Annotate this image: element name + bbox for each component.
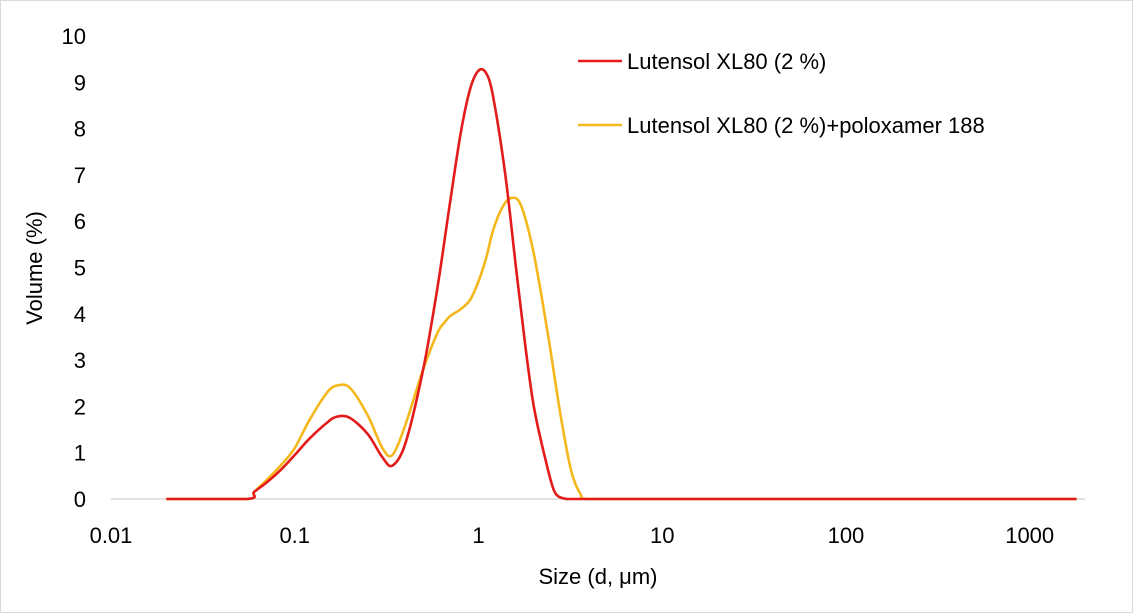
y-axis-title: Volume (%) xyxy=(22,211,47,325)
x-tick-label: 10 xyxy=(650,523,674,548)
x-tick-label: 1000 xyxy=(1005,523,1054,548)
y-tick-label: 10 xyxy=(62,24,86,49)
x-tick-label: 100 xyxy=(828,523,865,548)
series-line-lutensol-poloxamer xyxy=(166,196,1077,501)
x-tick-label: 0.1 xyxy=(279,523,310,548)
y-tick-label: 2 xyxy=(74,394,86,419)
series-lines xyxy=(166,67,1077,501)
series-line-lutensol xyxy=(166,67,1077,501)
y-tick-label: 4 xyxy=(74,302,86,327)
y-tick-label: 8 xyxy=(74,117,86,142)
x-tick-labels: 0.01 0.1 1 10 100 1000 xyxy=(90,523,1055,548)
y-tick-label: 5 xyxy=(74,256,86,281)
y-tick-label: 0 xyxy=(74,487,86,512)
legend-label-lutensol-poloxamer: Lutensol XL80 (2 %)+poloxamer 188 xyxy=(627,113,985,138)
y-tick-label: 7 xyxy=(74,163,86,188)
y-tick-labels: 0 1 2 3 4 5 6 7 8 9 10 xyxy=(62,24,86,512)
y-tick-label: 3 xyxy=(74,348,86,373)
x-axis-title: Size (d, μm) xyxy=(538,564,657,589)
legend-label-lutensol: Lutensol XL80 (2 %) xyxy=(627,49,826,74)
y-tick-label: 6 xyxy=(74,209,86,234)
legend: Lutensol XL80 (2 %) Lutensol XL80 (2 %)+… xyxy=(578,49,985,138)
y-tick-label: 9 xyxy=(74,70,86,95)
y-tick-label: 1 xyxy=(74,441,86,466)
x-tick-label: 1 xyxy=(472,523,484,548)
x-tick-label: 0.01 xyxy=(90,523,133,548)
